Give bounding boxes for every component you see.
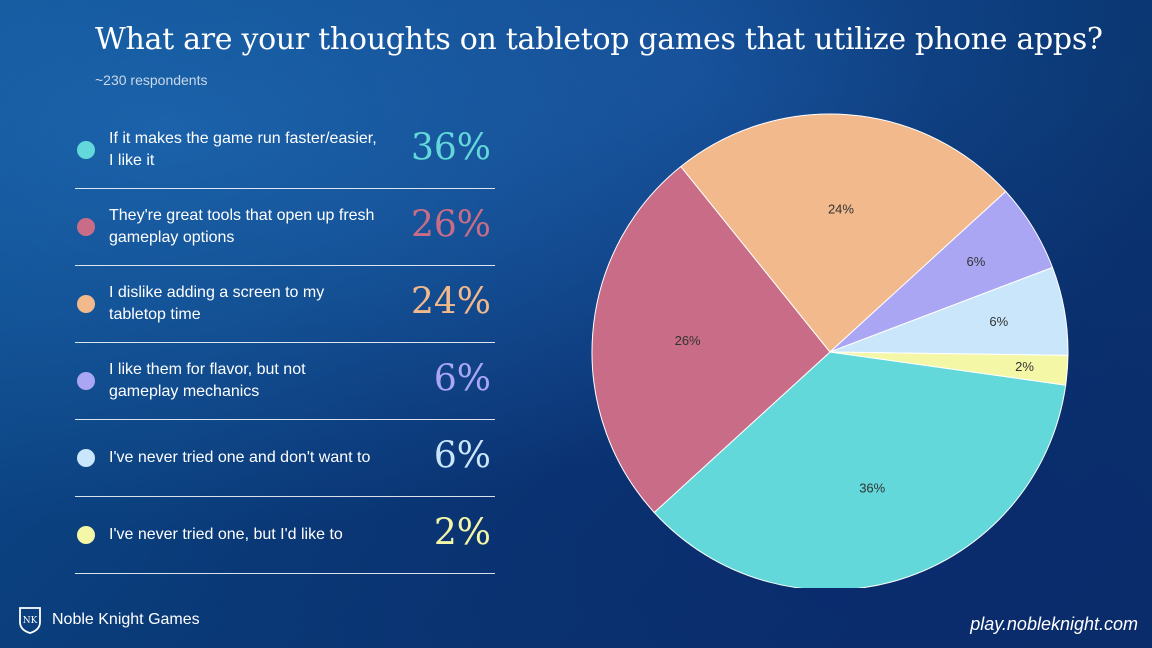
noble-knight-shield-icon: NK (19, 607, 41, 634)
legend-item: If it makes the game run faster/easier, … (75, 112, 495, 189)
legend-swatch (77, 141, 95, 159)
legend-swatch (77, 449, 95, 467)
legend-percent: 6% (433, 358, 491, 400)
legend-swatch (77, 218, 95, 236)
legend-percent: 2% (433, 512, 491, 554)
legend-item: I've never tried one and don't want to 6… (75, 420, 495, 497)
legend: If it makes the game run faster/easier, … (75, 112, 495, 574)
legend-label: I've never tried one and don't want to (109, 449, 371, 466)
pie-slice (829, 351, 1069, 386)
legend-item: I dislike adding a screen to my tabletop… (75, 266, 495, 343)
legend-item: I've never tried one, but I'd like to 2% (75, 497, 495, 574)
legend-label: If it makes the game run faster/easier, … (109, 130, 377, 169)
legend-percent: 6% (433, 435, 491, 477)
legend-swatch (77, 526, 95, 544)
pie-data-label: 24% (828, 202, 854, 217)
pie-data-label: 6% (967, 254, 986, 269)
pie-slice (653, 351, 1067, 588)
pie-data-label: 26% (675, 333, 701, 348)
brand: NK Noble Knight Games (18, 606, 200, 634)
pie-chart: 36% 26% 24% 6% 6% 2% (591, 113, 1069, 588)
brand-logo-text: NK (23, 616, 38, 626)
pie-slice (680, 113, 1007, 353)
legend-percent: 26% (410, 204, 491, 246)
chart-title: What are your thoughts on tabletop games… (95, 22, 1103, 57)
legend-label: They're great tools that open up fresh g… (109, 207, 375, 246)
pie-slice (591, 165, 831, 514)
legend-label: I've never tried one, but I'd like to (109, 526, 343, 543)
pie-data-label: 2% (1015, 359, 1034, 374)
pie-data-label: 6% (989, 314, 1008, 329)
legend-label: I dislike adding a screen to my tabletop… (109, 284, 325, 323)
legend-item: They're great tools that open up fresh g… (75, 189, 495, 266)
legend-item: I like them for flavor, but not gameplay… (75, 343, 495, 420)
legend-label: I like them for flavor, but not gameplay… (109, 361, 306, 400)
brand-name: Noble Knight Games (52, 611, 200, 628)
legend-swatch (77, 372, 95, 390)
respondent-count: ~230 respondents (95, 72, 208, 88)
pie-data-label: 36% (859, 480, 885, 495)
legend-swatch (77, 295, 95, 313)
legend-percent: 24% (410, 281, 491, 323)
website-url[interactable]: play.nobleknight.com (970, 614, 1138, 634)
legend-percent: 36% (410, 127, 491, 169)
